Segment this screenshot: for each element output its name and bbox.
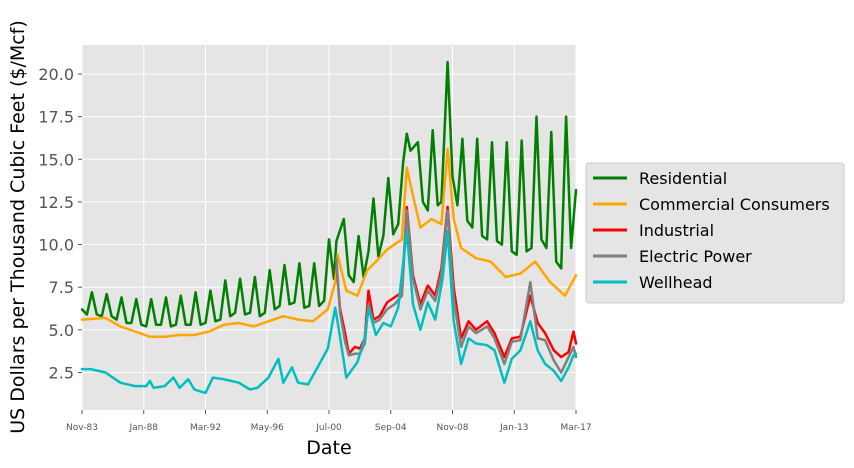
legend-label-wellhead: Wellhead <box>639 273 713 292</box>
y-tick-label: 7.5 <box>49 278 74 297</box>
y-tick-label: 2.5 <box>49 363 74 382</box>
x-tick-label: Jan-13 <box>499 423 529 433</box>
y-tick-label: 17.5 <box>38 108 74 127</box>
series-line-electric-power <box>335 209 578 374</box>
x-tick-label: Sep-04 <box>375 423 407 433</box>
x-tick-label: Jan-88 <box>128 423 158 433</box>
series-line-commercial-consumers <box>80 147 578 338</box>
grid-lines <box>81 45 577 410</box>
x-axis-label: Date <box>306 437 351 459</box>
x-tick-label: May-96 <box>251 423 284 433</box>
y-tick-label: 12.5 <box>38 193 74 212</box>
x-tick-label: Mar-92 <box>190 423 221 433</box>
legend-box <box>585 162 845 304</box>
x-tick-label: Jul-00 <box>315 423 342 433</box>
y-tick-label: 5.0 <box>49 321 74 340</box>
y-tick-label: 20.0 <box>38 65 74 84</box>
series-lines <box>80 60 578 395</box>
x-axis-ticks: Nov-83 Jan-88 Mar-92 May-96 Jul-00 Sep-04 Nov-… <box>66 410 592 433</box>
series-line-wellhead <box>80 229 578 395</box>
legend-label-electric-power: Electric Power <box>639 247 752 266</box>
legend-label-commercial-consumers: Commercial Consumers <box>639 195 830 214</box>
legend-label-residential: Residential <box>639 169 727 188</box>
y-tick-label: 10.0 <box>38 236 74 255</box>
series-line-residential <box>80 60 578 328</box>
legend: Residential Commercial Consumers Industria… <box>585 162 845 304</box>
y-axis-label: US Dollars per Thousand Cubic Feet ($/Mc… <box>7 20 29 434</box>
y-axis-ticks: 2.5 5.0 7.5 10.0 12.5 15.0 17.5 20.0 <box>38 65 82 382</box>
legend-label-industrial: Industrial <box>639 221 714 240</box>
y-tick-label: 15.0 <box>38 150 74 169</box>
x-tick-label: Mar-17 <box>560 423 591 433</box>
x-tick-label: Nov-83 <box>66 423 98 433</box>
x-tick-label: Nov-08 <box>436 423 468 433</box>
